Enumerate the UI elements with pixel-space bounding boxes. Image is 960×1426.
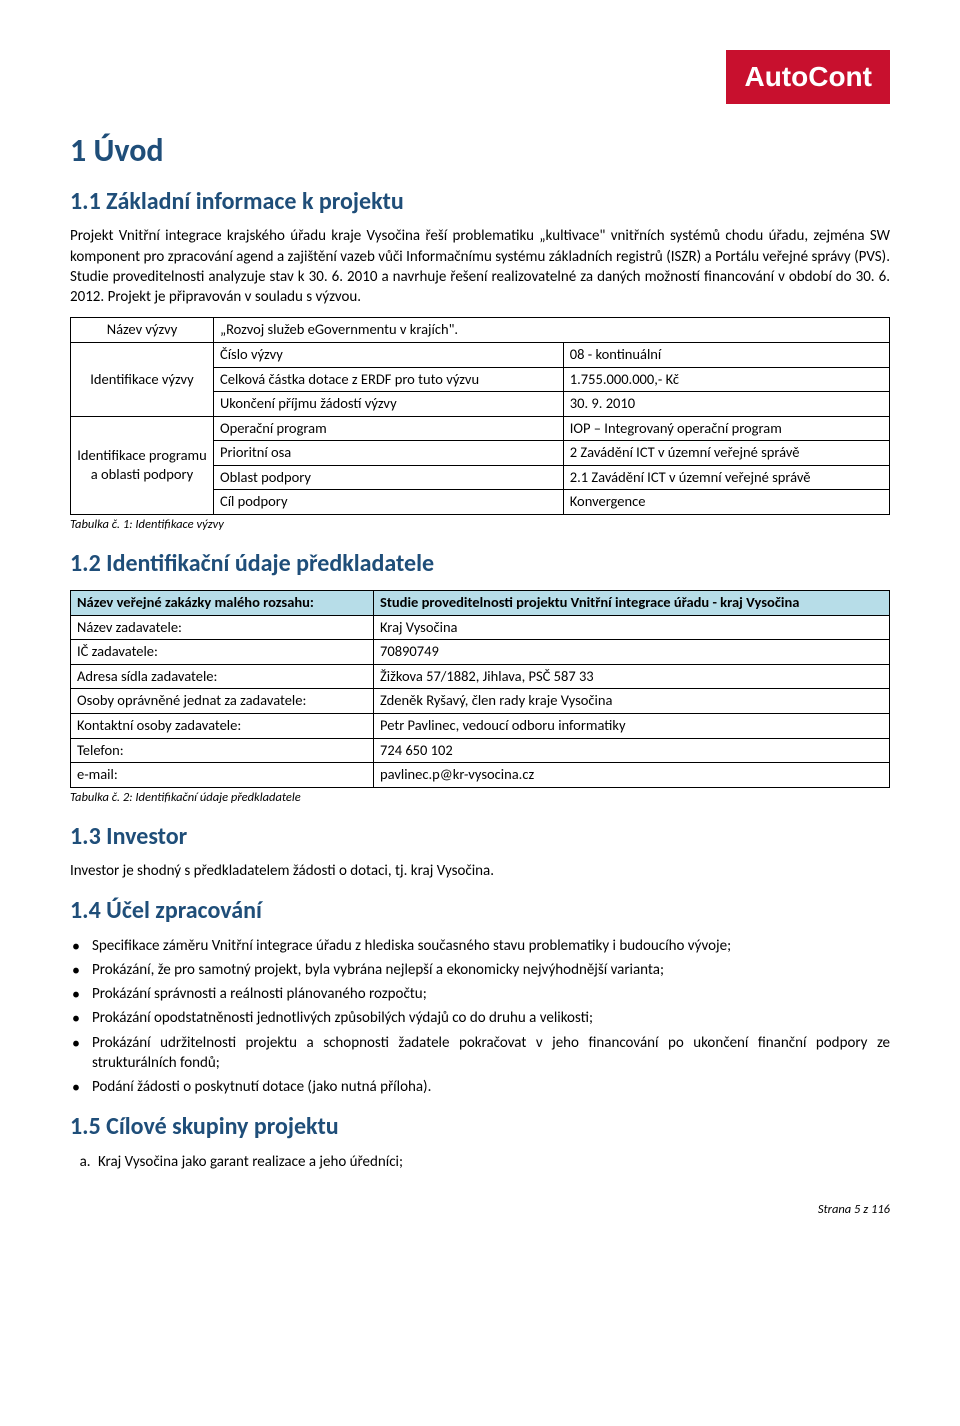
cell-label: Identifikace programu a oblasti podpory bbox=[71, 416, 214, 514]
cell-key: Číslo výzvy bbox=[214, 342, 564, 367]
cell-value: „Rozvoj služeb eGovernmentu v krajích". bbox=[214, 318, 890, 343]
heading-1-4: 1.4 Účel zpracování bbox=[70, 895, 890, 927]
list-item: Prokázání, že pro samotný projekt, byla … bbox=[70, 960, 890, 980]
cell-key: Operační program bbox=[214, 416, 564, 441]
cell-key: IČ zadavatele: bbox=[71, 640, 374, 665]
table-caption-1: Tabulka č. 1: Identifikace výzvy bbox=[70, 517, 890, 534]
table-row: Identifikace programu a oblasti podpory … bbox=[71, 416, 890, 441]
heading-uvod: 1 Úvod bbox=[70, 129, 890, 172]
cell-header: Studie proveditelnosti projektu Vnitřní … bbox=[374, 591, 890, 616]
cell-key: Prioritní osa bbox=[214, 441, 564, 466]
table-caption-2: Tabulka č. 2: Identifikační údaje předkl… bbox=[70, 790, 890, 807]
table-identifikace-predkladatele: Název veřejné zakázky malého rozsahu: St… bbox=[70, 590, 890, 788]
ordered-list-cilove-skupiny: Kraj Vysočina jako garant realizace a je… bbox=[70, 1152, 890, 1172]
cell-value: Petr Pavlinec, vedoucí odboru informatik… bbox=[374, 713, 890, 738]
table-row: Telefon: 724 650 102 bbox=[71, 738, 890, 763]
bullet-list-ucel: Specifikace záměru Vnitřní integrace úřa… bbox=[70, 936, 890, 1098]
table-row: e-mail: pavlinec.p@kr-vysocina.cz bbox=[71, 763, 890, 788]
cell-value: 70890749 bbox=[374, 640, 890, 665]
page-footer: Strana 5 z 116 bbox=[70, 1202, 890, 1219]
table-row: Název výzvy „Rozvoj služeb eGovernmentu … bbox=[71, 318, 890, 343]
list-item: Specifikace záměru Vnitřní integrace úřa… bbox=[70, 936, 890, 956]
heading-1-1: 1.1 Základní informace k projektu bbox=[70, 186, 890, 218]
cell-label: Název výzvy bbox=[71, 318, 214, 343]
cell-key: Osoby oprávněné jednat za zadavatele: bbox=[71, 689, 374, 714]
cell-value: Zdeněk Ryšavý, člen rady kraje Vysočina bbox=[374, 689, 890, 714]
list-item: Prokázání správnosti a reálnosti plánova… bbox=[70, 984, 890, 1004]
heading-1-5: 1.5 Cílové skupiny projektu bbox=[70, 1111, 890, 1143]
table-row: Kontaktní osoby zadavatele: Petr Pavline… bbox=[71, 713, 890, 738]
table-row: Název zadavatele: Kraj Vysočina bbox=[71, 615, 890, 640]
table-row: IČ zadavatele: 70890749 bbox=[71, 640, 890, 665]
cell-value: 2.1 Zavádění ICT v územní veřejné správě bbox=[563, 465, 889, 490]
cell-value: 2 Zavádění ICT v územní veřejné správě bbox=[563, 441, 889, 466]
cell-key: Telefon: bbox=[71, 738, 374, 763]
brand-logo: AutoCont bbox=[726, 50, 890, 104]
paragraph-1-3: Investor je shodný s předkladatelem žádo… bbox=[70, 861, 890, 881]
cell-key: Oblast podpory bbox=[214, 465, 564, 490]
cell-value: pavlinec.p@kr-vysocina.cz bbox=[374, 763, 890, 788]
cell-key: e-mail: bbox=[71, 763, 374, 788]
cell-value: 1.755.000.000,- Kč bbox=[563, 367, 889, 392]
header-logo-wrap: AutoCont bbox=[70, 50, 890, 104]
cell-key: Název zadavatele: bbox=[71, 615, 374, 640]
cell-value: 08 - kontinuální bbox=[563, 342, 889, 367]
cell-key: Ukončení příjmu žádostí výzvy bbox=[214, 392, 564, 417]
table-row: Osoby oprávněné jednat za zadavatele: Zd… bbox=[71, 689, 890, 714]
cell-value: 30. 9. 2010 bbox=[563, 392, 889, 417]
list-item: Podání žádosti o poskytnutí dotace (jako… bbox=[70, 1077, 890, 1097]
cell-key: Cíl podpory bbox=[214, 490, 564, 515]
table-identifikace-vyzvy: Název výzvy „Rozvoj služeb eGovernmentu … bbox=[70, 317, 890, 515]
cell-label: Identifikace výzvy bbox=[71, 342, 214, 416]
cell-value: Žižkova 57/1882, Jihlava, PSČ 587 33 bbox=[374, 664, 890, 689]
cell-header: Název veřejné zakázky malého rozsahu: bbox=[71, 591, 374, 616]
paragraph-1-1: Projekt Vnitřní integrace krajského úřad… bbox=[70, 226, 890, 307]
heading-1-2: 1.2 Identifikační údaje předkladatele bbox=[70, 548, 890, 580]
cell-value: 724 650 102 bbox=[374, 738, 890, 763]
list-item: Prokázání udržitelnosti projektu a schop… bbox=[70, 1033, 890, 1074]
list-item: Kraj Vysočina jako garant realizace a je… bbox=[94, 1152, 890, 1172]
cell-value: IOP – Integrovaný operační program bbox=[563, 416, 889, 441]
cell-key: Celková částka dotace z ERDF pro tuto vý… bbox=[214, 367, 564, 392]
cell-key: Adresa sídla zadavatele: bbox=[71, 664, 374, 689]
cell-key: Kontaktní osoby zadavatele: bbox=[71, 713, 374, 738]
cell-value: Konvergence bbox=[563, 490, 889, 515]
list-item: Prokázání opodstatněnosti jednotlivých z… bbox=[70, 1008, 890, 1028]
cell-value: Kraj Vysočina bbox=[374, 615, 890, 640]
table-row: Adresa sídla zadavatele: Žižkova 57/1882… bbox=[71, 664, 890, 689]
table-header-row: Název veřejné zakázky malého rozsahu: St… bbox=[71, 591, 890, 616]
heading-1-3: 1.3 Investor bbox=[70, 821, 890, 853]
table-row: Identifikace výzvy Číslo výzvy 08 - kont… bbox=[71, 342, 890, 367]
